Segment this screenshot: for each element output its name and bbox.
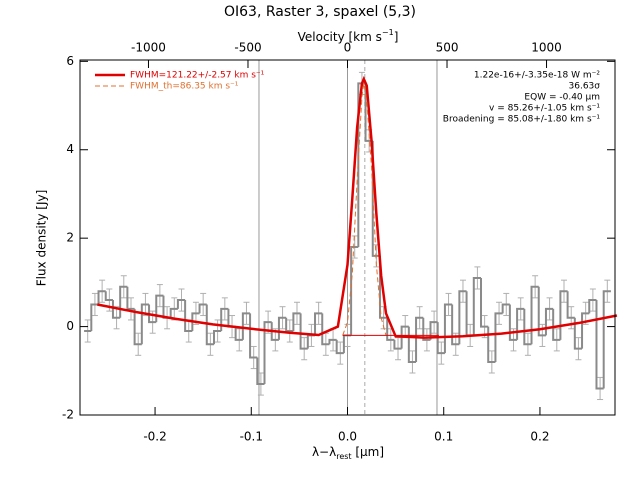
x-tick-label: -0.1 (240, 430, 263, 444)
spectrum-step (508, 304, 518, 341)
annotation: EQW = -0.40 μm (524, 93, 600, 103)
y-tick-label: -2 (62, 408, 74, 422)
spectrum-step (285, 317, 294, 333)
spectrum-step (429, 321, 438, 340)
spectrum-step (299, 313, 308, 350)
spectrum-step (256, 357, 265, 386)
x-tick-label: -0.2 (143, 430, 166, 444)
x-tick-label: 0.0 (338, 430, 357, 444)
legend-label: FWHM=121.22+/-2.57 km s⁻¹ (130, 71, 265, 81)
spectrum-step (350, 246, 359, 336)
y-tick-label: 4 (66, 142, 74, 156)
spectrum-step (314, 312, 323, 336)
spectrum-step (581, 312, 590, 349)
spectrum-step (155, 294, 164, 323)
spectrum-step (436, 322, 445, 355)
spectrum-step (191, 312, 200, 332)
spectrum-step (544, 307, 554, 336)
x2-label-part: ] (394, 30, 399, 44)
x-axis-label: λ−λrest [μm] (312, 445, 384, 461)
spectrum-step (169, 307, 178, 318)
x2-label-sup: −1 (382, 28, 394, 37)
y-tick-label: 6 (66, 54, 74, 68)
spectrum-step (573, 317, 583, 350)
annotation: v = 85.26+/-1.05 km s⁻¹ (489, 104, 600, 114)
chart-title: OI63, Raster 3, spaxel (5,3) (224, 4, 416, 20)
spectrum-step (140, 303, 150, 345)
spectrum-step (90, 303, 99, 332)
spectrum-step (494, 312, 503, 362)
annotation: Broadening = 85.08+/-1.80 km s⁻¹ (443, 115, 601, 125)
spectrum-step (111, 300, 121, 319)
spectrum-step (458, 290, 467, 345)
spectrum-step (321, 313, 330, 346)
spectrum-step (552, 308, 561, 341)
spectrum-step (487, 326, 496, 363)
x2-label-part: Velocity [km s (298, 30, 382, 44)
spectrum-step (407, 326, 417, 363)
spectrum-step (530, 285, 539, 345)
spectrum-step (241, 312, 251, 340)
annotation: 36.63σ (569, 82, 601, 92)
y-tick-label: 2 (66, 231, 74, 245)
spectrum-step (559, 290, 568, 340)
spectrum-step (220, 307, 229, 332)
x2-tick-label: 0 (344, 41, 352, 55)
spectrum-step (234, 326, 243, 341)
y-axis-label: Flux density [Jy] (35, 190, 49, 287)
spectrum-step (602, 290, 611, 389)
spectrum-step (523, 308, 532, 346)
spectrum-step (176, 299, 186, 309)
spectrum-step (97, 290, 106, 305)
spectrum-step (393, 339, 402, 350)
x-tick-label: 0.2 (530, 430, 549, 444)
spectrum-step (516, 307, 525, 340)
spectrum-step (184, 300, 193, 333)
x2-axis-label: Velocity [km s−1] (298, 28, 399, 44)
spectrum-step (119, 285, 128, 318)
spectrum-step (198, 303, 207, 314)
fit-line (97, 75, 618, 339)
x2-tick-label: 500 (436, 41, 459, 55)
x2-tick-label: -1000 (131, 41, 166, 55)
spectrum-step (263, 321, 272, 385)
x-label-sub: rest (336, 452, 351, 461)
spectrum-step (148, 304, 157, 324)
spectrum-step (104, 291, 113, 302)
x2-tick-label: 1000 (531, 41, 562, 55)
spectrum-step (595, 300, 604, 390)
spectrum-step (133, 308, 142, 346)
y-tick-label: 0 (66, 319, 74, 333)
spectrum-step (588, 299, 597, 314)
x2-tick-label: -500 (234, 41, 261, 55)
spectrum-step (386, 317, 395, 341)
spectrum-step (566, 291, 575, 319)
spectrum-step (270, 322, 279, 341)
legend-label: FWHM_th=86.35 km s⁻¹ (130, 82, 239, 92)
spectrum-step (205, 304, 214, 346)
x-label-part: [μm] (352, 445, 385, 459)
x-label-part: λ−λ (312, 445, 336, 459)
spectrum-step (400, 325, 409, 349)
spectrum-step (472, 276, 482, 336)
spectrum-step (126, 286, 135, 310)
spectrum-step (378, 255, 388, 319)
spectrum-step (537, 286, 546, 337)
spectrum-step (335, 339, 344, 355)
spectrum-step (212, 330, 222, 345)
annotation: 1.22e-16+/-3.35e-18 W m⁻² (474, 71, 601, 81)
spectrum-step (292, 312, 301, 332)
x-tick-label: 0.1 (434, 430, 453, 444)
spectrum-step (451, 304, 460, 346)
spectrum-step (422, 317, 431, 341)
spectrum-step (328, 338, 337, 345)
spectrum-step (371, 140, 380, 257)
spectrum-step (480, 277, 489, 328)
spectrum-step (415, 316, 424, 362)
spectrum-step (501, 303, 510, 314)
